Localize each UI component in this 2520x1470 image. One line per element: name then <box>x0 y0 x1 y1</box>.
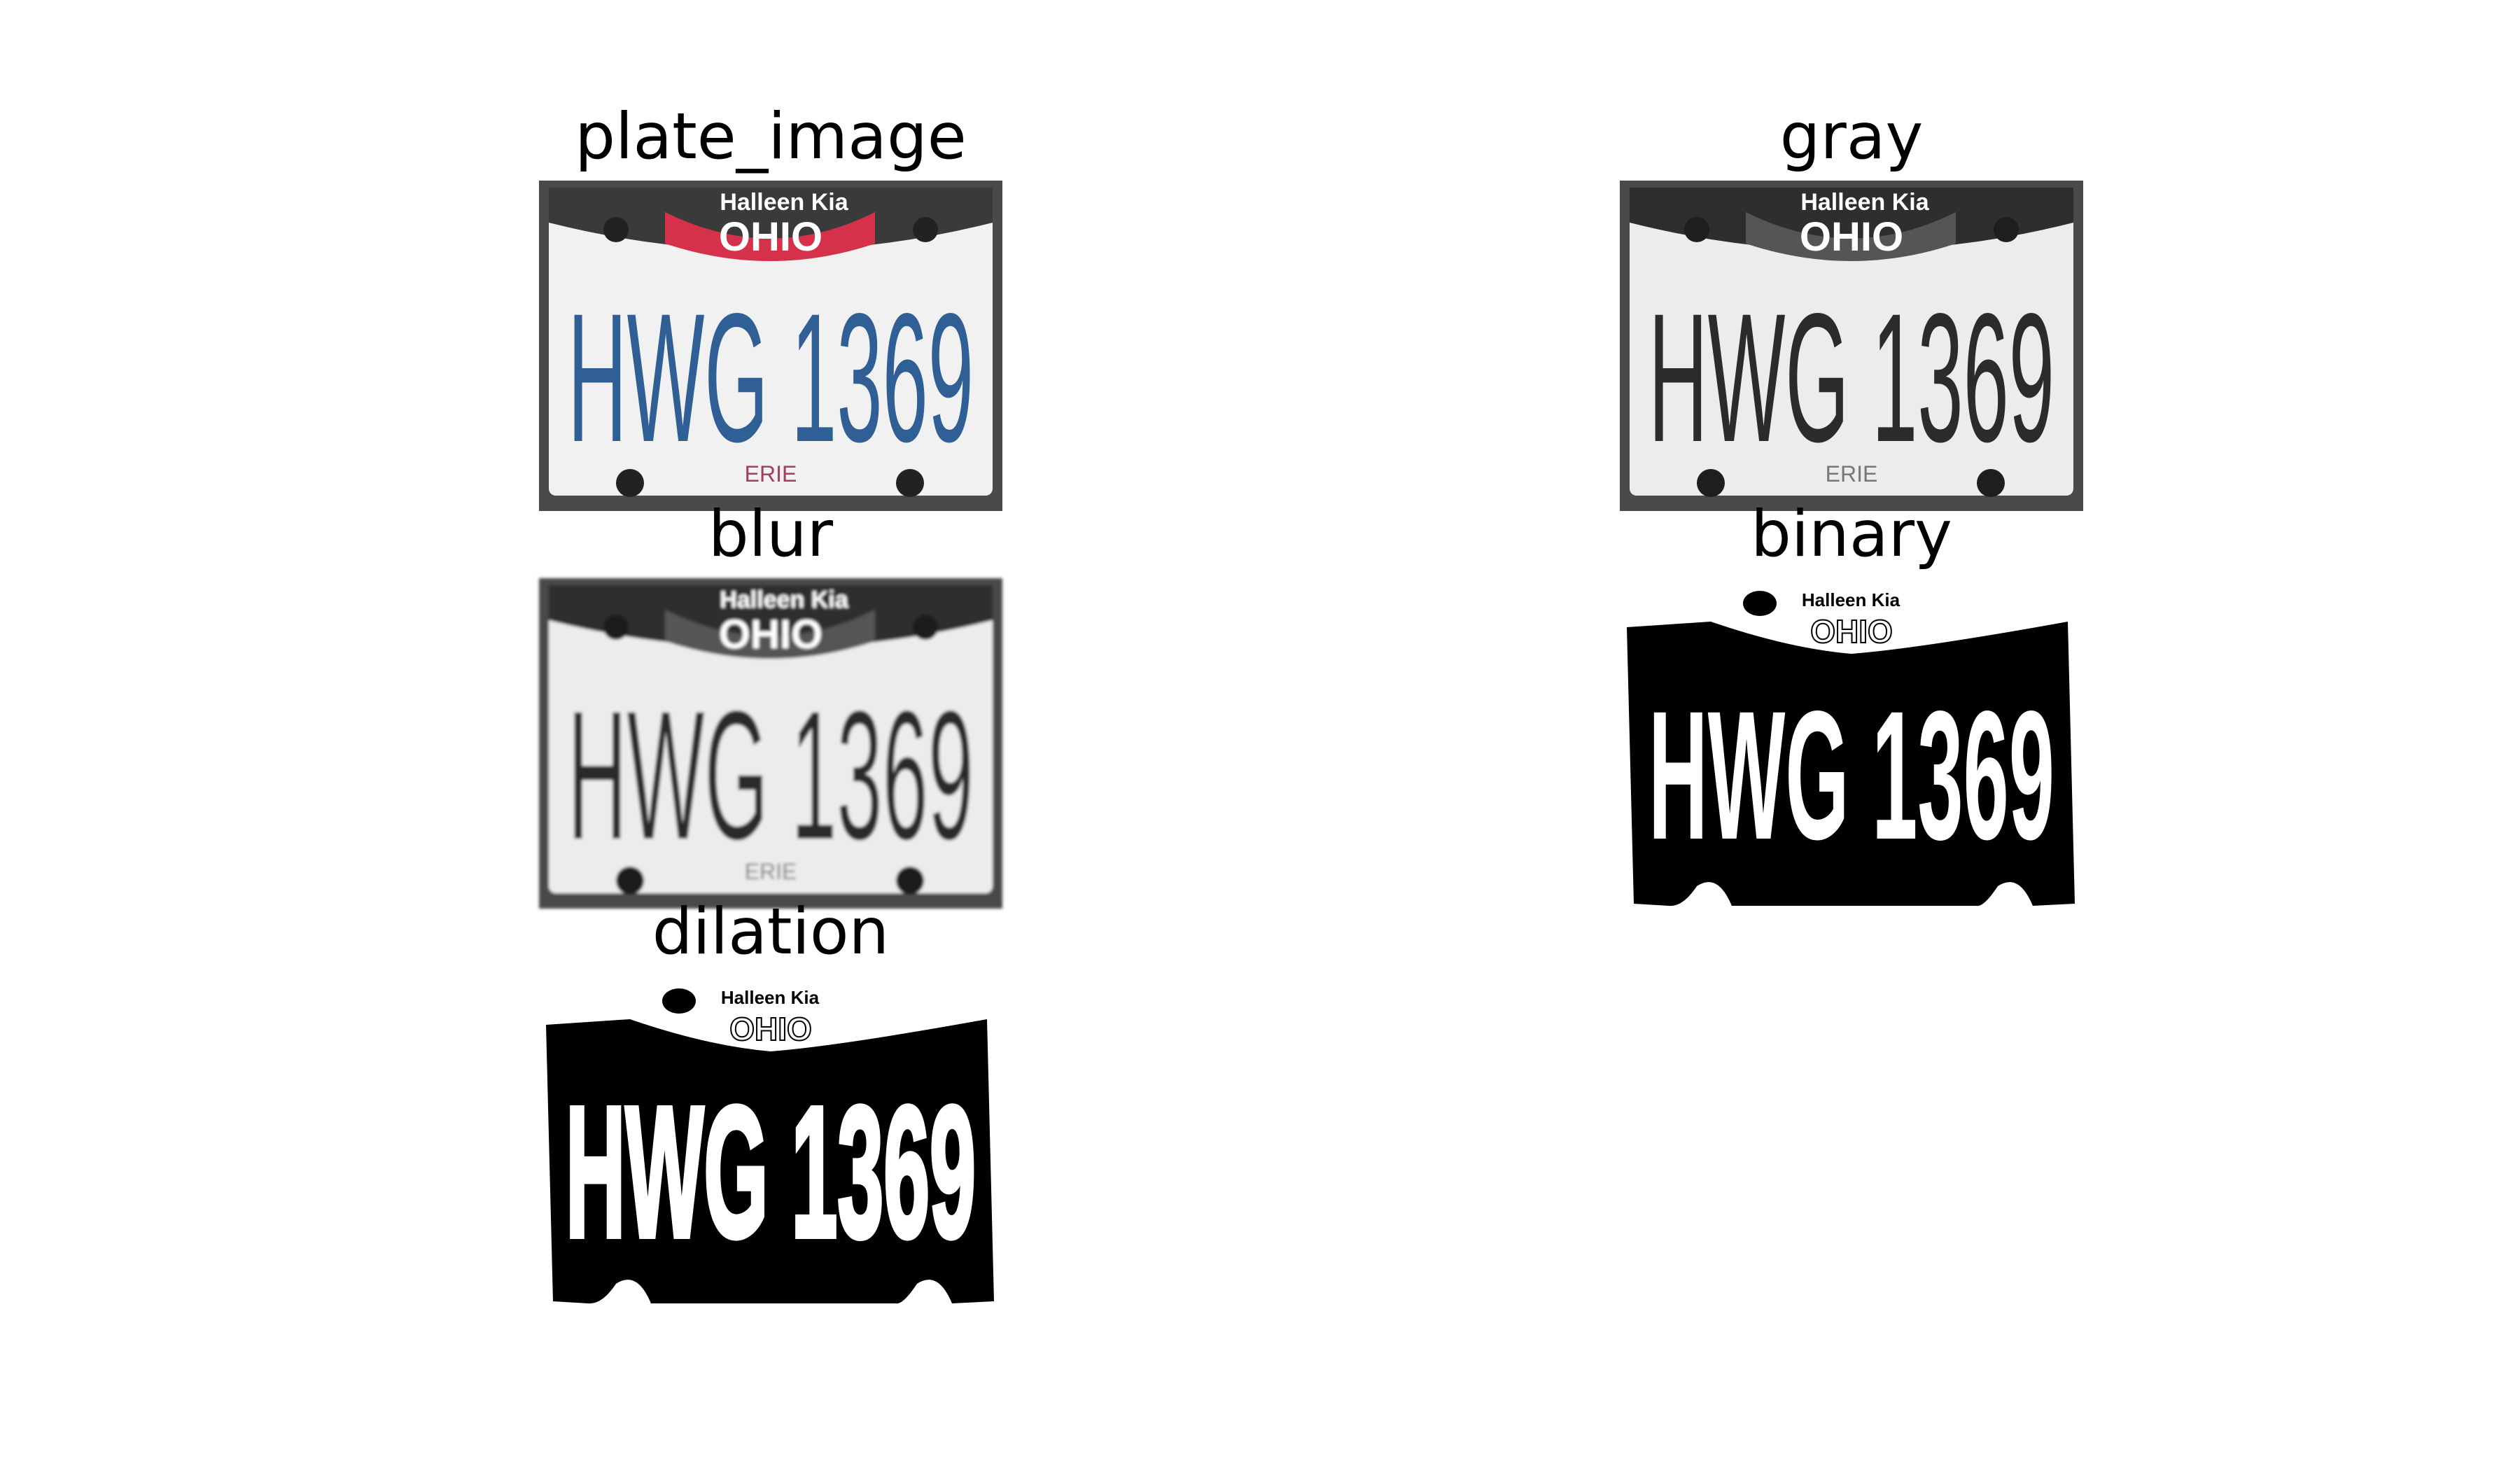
dealer-label: Halleen Kia <box>720 189 848 216</box>
dealer-label: Halleen Kia <box>1800 189 1929 216</box>
screw-icon <box>1697 469 1725 497</box>
panel-gray: gray Halleen Kia OHIO HWG 1369 ERIE <box>1620 105 2083 511</box>
county-label: ERIE <box>1826 461 1878 486</box>
screw-icon <box>1684 217 1709 242</box>
screw-icon <box>913 217 938 242</box>
screw-icon <box>1977 469 2005 497</box>
panel-plate-image: plate_image Halleen Kia OHIO HWG 1369 ER… <box>539 105 1002 511</box>
screw-icon <box>1994 217 2019 242</box>
screw-icon <box>913 615 938 640</box>
registration-text: HWG 1369 <box>1648 275 2054 480</box>
state-label: OHIO <box>1810 613 1893 650</box>
dealer-label: Halleen Kia <box>720 587 848 613</box>
state-label: OHIO <box>729 1011 812 1047</box>
screw-icon <box>616 867 644 895</box>
registration-text: HWG 1369 <box>568 275 974 480</box>
screw-icon <box>616 469 644 497</box>
panel-binary: binary Halleen Kia OHIO HWG 1369 <box>1620 503 2083 909</box>
registration-text: HWG 1369 <box>568 673 974 878</box>
state-label: OHIO <box>719 612 822 657</box>
panel-title: dilation <box>652 895 890 969</box>
plate-image-blur: Halleen Kia OHIO HWG 1369 ERIE <box>539 578 1002 909</box>
panel-title: binary <box>1751 498 1952 571</box>
panel-dilation: dilation Halleen Kia OHIO HWG 1369 <box>539 900 1002 1306</box>
dealer-label: Halleen Kia <box>721 987 820 1008</box>
screw-icon <box>896 469 924 497</box>
plate-image-gray: Halleen Kia OHIO HWG 1369 ERIE <box>1620 181 2083 511</box>
state-label: OHIO <box>1800 214 1903 260</box>
screw-icon <box>603 217 629 242</box>
plate-image-color: Halleen Kia OHIO HWG 1369 ERIE <box>539 181 1002 511</box>
plate-image-dilation: Halleen Kia OHIO HWG 1369 <box>539 976 1002 1306</box>
dealer-label: Halleen Kia <box>1802 589 1900 610</box>
registration-text: HWG 1369 <box>566 1068 976 1276</box>
blob-mark <box>1743 591 1777 616</box>
panel-title: blur <box>708 498 834 571</box>
registration-text: HWG 1369 <box>1648 673 2054 878</box>
screw-icon <box>603 615 629 640</box>
panel-blur: blur Halleen Kia OHIO HWG 1369 ERIE <box>539 503 1002 909</box>
blob-mark <box>662 988 696 1014</box>
plate-image-binary: Halleen Kia OHIO HWG 1369 <box>1620 578 2083 909</box>
panel-title: plate_image <box>575 100 967 174</box>
county-label: ERIE <box>745 859 797 884</box>
state-label: OHIO <box>719 214 822 260</box>
county-label: ERIE <box>745 461 797 486</box>
panel-title: gray <box>1779 100 1924 174</box>
screw-icon <box>896 867 924 895</box>
